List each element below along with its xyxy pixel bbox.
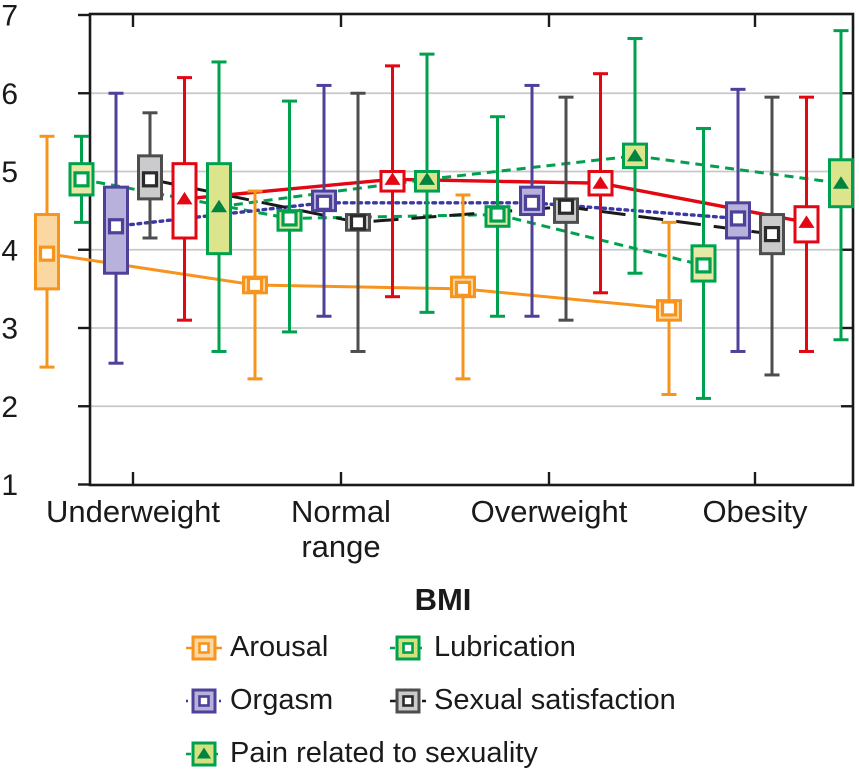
legend-item-pain: Pain related to sexuality — [186, 739, 676, 768]
marker-arousal-overweight — [454, 280, 472, 297]
marker-arousal-normal-range — [246, 276, 264, 294]
marker-pain-underweight — [211, 199, 227, 213]
marker-orgasm-overweight — [523, 194, 541, 211]
marker-orgasm-underweight — [107, 218, 125, 235]
legend-marker-lubrication — [402, 641, 414, 654]
legend-item-lubrication: Lubrication — [390, 633, 676, 662]
marker-red-normal-range — [384, 172, 401, 185]
y-tick-label-2: 2 — [1, 391, 18, 424]
marker-red-obesity — [798, 215, 815, 228]
x-label-overweight: Overweight — [471, 494, 628, 529]
legend-label-pain: Pain related to sexuality — [230, 737, 538, 769]
marker-arousal-underweight — [38, 245, 56, 262]
marker-pain-normal-range — [419, 172, 435, 185]
x-label-underweight: Underweight — [46, 494, 220, 529]
legend-glyph-lubrication — [390, 635, 426, 660]
legend-glyph-arousal — [186, 635, 222, 660]
legend-label-arousal: Arousal — [230, 631, 329, 663]
series-line-satisfaction — [149, 177, 773, 236]
legend-label-sexual-satisfaction: Sexual satisfaction — [434, 684, 676, 716]
legend-swatch-pain — [186, 741, 222, 767]
marker-red-underweight — [176, 191, 193, 205]
y-tick-label-5: 5 — [1, 156, 18, 189]
y-tick-label-7: 7 — [1, 0, 18, 33]
y-tick-label-6: 6 — [1, 78, 18, 111]
marker-satisfaction-underweight — [141, 171, 159, 188]
legend-item-sexual-satisfaction: Sexual satisfaction — [390, 686, 676, 715]
x-label-normal-range: range — [301, 529, 380, 564]
x-label-normal-range: Normal — [291, 494, 391, 529]
legend-glyph-satisfaction — [390, 688, 426, 713]
marker-lubrication-normal-range — [281, 210, 298, 227]
legend-label-lubrication: Lubrication — [434, 631, 576, 663]
legend-swatch-lubrication — [390, 635, 426, 661]
marker-pain-overweight — [627, 148, 643, 162]
marker-satisfaction-normal-range — [349, 214, 367, 231]
marker-orgasm-normal-range — [315, 194, 333, 211]
marker-lubrication-underweight — [73, 171, 90, 188]
marker-lubrication-obesity — [695, 257, 712, 274]
y-tick-label-4: 4 — [1, 234, 18, 267]
legend-marker-satisfaction — [402, 694, 414, 707]
x-axis-title: BMI — [415, 582, 472, 617]
legend-swatch-sexual-satisfaction — [390, 688, 426, 714]
y-tick-label-3: 3 — [1, 313, 18, 346]
marker-red-overweight — [592, 176, 609, 189]
marker-arousal-obesity — [660, 300, 678, 317]
marker-satisfaction-obesity — [763, 226, 781, 243]
y-tick-label-1: 1 — [1, 469, 18, 502]
legend-swatch-orgasm — [186, 688, 222, 714]
legend-item-orgasm: Orgasm — [186, 686, 390, 715]
x-label-obesity: Obesity — [702, 494, 808, 529]
legend-marker-arousal — [198, 641, 210, 654]
legend-marker-pain — [197, 747, 211, 758]
legend-swatch-arousal — [186, 635, 222, 661]
marker-satisfaction-overweight — [557, 198, 575, 215]
legend-glyph-pain — [186, 741, 222, 766]
legend-marker-orgasm — [198, 694, 210, 707]
legend-label-orgasm: Orgasm — [230, 684, 334, 716]
marker-orgasm-obesity — [729, 210, 747, 227]
legend: Arousal Lubrication Orgasm Sexual satisf… — [186, 621, 676, 770]
marker-pain-obesity — [833, 176, 849, 189]
legend-glyph-orgasm — [186, 688, 222, 713]
legend-item-arousal: Arousal — [186, 633, 390, 662]
marker-lubrication-overweight — [489, 206, 506, 223]
